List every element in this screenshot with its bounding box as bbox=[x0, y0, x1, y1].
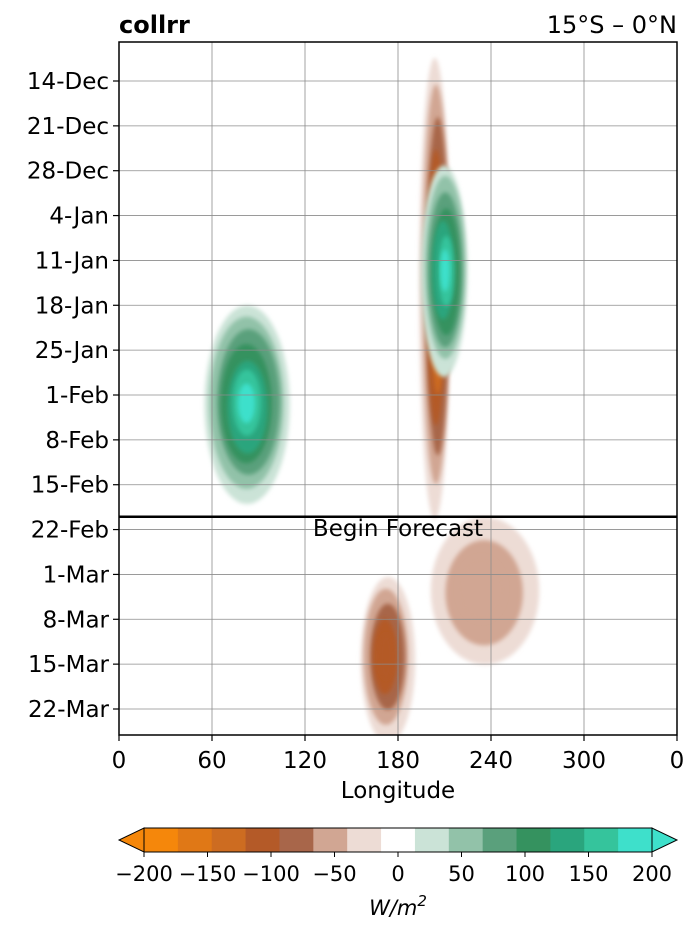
colorbar-tick-label: −200 bbox=[115, 862, 173, 886]
y-tick-label: 14-Dec bbox=[27, 69, 109, 95]
x-tick-label: 300 bbox=[562, 748, 606, 774]
y-tick-label: 22-Feb bbox=[31, 518, 109, 544]
colorbar-segment bbox=[414, 828, 450, 852]
colorbar-segment bbox=[381, 828, 416, 852]
x-tick-label: 120 bbox=[283, 748, 327, 774]
x-axis-label: Longitude bbox=[341, 778, 455, 804]
colorbar-segment bbox=[584, 828, 619, 852]
x-tick-label: 0 bbox=[670, 748, 685, 774]
y-tick-label: 8-Feb bbox=[45, 428, 109, 454]
colorbar-tick-label: −150 bbox=[179, 862, 237, 886]
colorbar-segment bbox=[245, 828, 280, 852]
grid-lines bbox=[119, 42, 677, 735]
plot-area bbox=[119, 42, 677, 735]
colorbar-tick-label: 100 bbox=[505, 862, 545, 886]
colorbar-extend-high bbox=[651, 827, 679, 853]
forecast-label: Begin Forecast bbox=[313, 516, 483, 542]
y-tick-label: 8-Mar bbox=[43, 607, 110, 633]
y-tick-label: 15-Mar bbox=[28, 652, 110, 678]
y-tick-label: 1-Mar bbox=[43, 562, 110, 588]
colorbar-tick-label: 200 bbox=[632, 862, 672, 886]
colorbar-segment bbox=[279, 828, 314, 852]
colorbar-segment bbox=[177, 828, 213, 852]
colorbar-segment bbox=[211, 828, 247, 852]
colorbar-segment bbox=[550, 828, 585, 852]
colorbar-tick-label: −100 bbox=[242, 862, 300, 886]
anomaly-contour bbox=[378, 633, 394, 680]
anomaly-contour bbox=[440, 249, 450, 292]
chart-subtitle: 15°S – 0°N bbox=[547, 11, 677, 39]
y-tick-label: 11-Jan bbox=[35, 248, 109, 274]
colorbar-segment bbox=[347, 828, 382, 852]
x-tick-label: 0 bbox=[112, 748, 127, 774]
y-tick-label: 21-Dec bbox=[27, 114, 109, 140]
x-tick-label: 240 bbox=[469, 748, 513, 774]
y-tick-label: 1-Feb bbox=[45, 383, 109, 409]
y-tick-label: 28-Dec bbox=[27, 159, 109, 185]
y-tick-label: 15-Feb bbox=[31, 473, 109, 499]
colorbar-tick-label: 150 bbox=[568, 862, 608, 886]
y-tick-label: 25-Jan bbox=[35, 338, 109, 364]
colorbar-segment bbox=[618, 828, 653, 852]
x-tick-label: 60 bbox=[197, 748, 226, 774]
colorbar-tick-label: 50 bbox=[448, 862, 475, 886]
forecast-marker: Begin Forecast bbox=[119, 515, 677, 542]
colorbar-tick-label: −50 bbox=[312, 862, 356, 886]
colorbar-tick-label: 0 bbox=[391, 862, 404, 886]
anomaly-contour bbox=[458, 557, 505, 621]
y-tick-label: 4-Jan bbox=[49, 204, 109, 230]
chart-title: collrr bbox=[119, 11, 190, 39]
y-tick-label: 18-Jan bbox=[35, 293, 109, 319]
colorbar-segment bbox=[144, 828, 179, 852]
y-tick-label: 22-Mar bbox=[28, 697, 110, 723]
colorbar-segment bbox=[482, 828, 518, 852]
x-tick-label: 180 bbox=[376, 748, 420, 774]
colorbar-segment bbox=[313, 828, 348, 852]
colorbar-segment bbox=[516, 828, 551, 852]
colorbar-segment bbox=[448, 828, 484, 852]
x-axis: 0 60 120 180 240 300 0 bbox=[112, 735, 685, 774]
y-axis: 14-Dec 21-Dec 28-Dec 4-Jan 11-Jan 18-Jan 25-Ja… bbox=[27, 69, 119, 723]
anomaly-contour bbox=[237, 383, 256, 424]
colorbar-extend-low bbox=[117, 827, 145, 853]
colorbar: −200 −150 −100 −50 0 50 100 150 200 bbox=[115, 827, 679, 886]
colorbar-label: W/m2 bbox=[369, 892, 427, 920]
